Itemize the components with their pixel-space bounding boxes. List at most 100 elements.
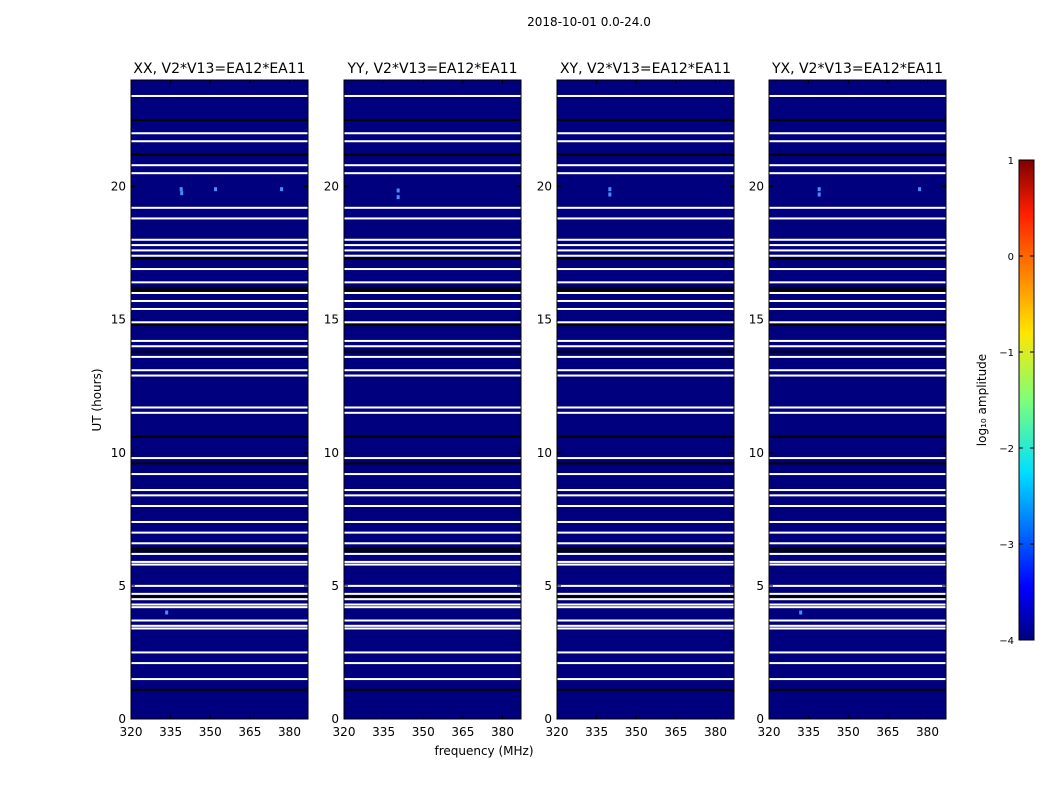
flagged-row-white — [131, 321, 308, 324]
panel-1: YY, V2*V13=EA12*EA11 320 335 350 365 380 0 5 10 1… — [324, 61, 522, 739]
flagged-row-white — [769, 321, 946, 324]
flagged-row-white — [557, 345, 734, 348]
flagged-row-white — [769, 172, 946, 175]
flagged-row-white — [344, 505, 521, 507]
flagged-row-white — [769, 249, 946, 252]
flagged-row-white — [131, 172, 308, 175]
flagged-row-black — [557, 257, 734, 260]
flagged-row-white — [131, 505, 308, 507]
flagged-row-white — [344, 592, 521, 595]
flagged-row-white — [769, 606, 946, 609]
flagged-row-black — [344, 550, 521, 553]
flagged-row-white — [769, 489, 946, 492]
flagged-row-white — [557, 206, 734, 209]
signal-spot — [179, 187, 183, 192]
flagged-row-white — [769, 624, 946, 627]
flagged-row-white — [769, 627, 946, 630]
y-tick-label: 15 — [749, 313, 764, 327]
flagged-row-white — [131, 619, 308, 622]
flagged-row-white — [769, 457, 946, 460]
flagged-row-white — [769, 244, 946, 247]
flagged-row-white — [131, 606, 308, 609]
flagged-row-white — [131, 584, 308, 587]
flagged-row-black — [769, 547, 946, 550]
flagged-row-white — [769, 345, 946, 348]
flagged-row-black — [557, 595, 734, 598]
x-tick-label: 350 — [199, 725, 222, 739]
flagged-row-black — [769, 153, 946, 156]
colorbar-gradient — [1018, 159, 1035, 641]
flagged-row-white — [557, 369, 734, 372]
flagged-row-white — [131, 603, 308, 606]
flagged-row-white — [131, 132, 308, 135]
signal-spot — [396, 195, 400, 200]
flagged-row-black — [557, 688, 734, 691]
flagged-row-white — [131, 624, 308, 627]
flagged-row-white — [557, 494, 734, 497]
colorbar-tick-label: −3 — [999, 540, 1014, 551]
flagged-row-black — [131, 286, 308, 289]
flagged-row-white — [557, 651, 734, 654]
y-tick-label: 0 — [118, 712, 126, 726]
flagged-row-white — [769, 662, 946, 665]
y-tick-label: 10 — [749, 446, 764, 460]
flagged-row-white — [769, 94, 946, 97]
signal-spot — [214, 187, 218, 192]
flagged-row-white — [769, 520, 946, 523]
flagged-row-white — [557, 374, 734, 377]
flagged-row-black — [769, 323, 946, 326]
flagged-row-white — [344, 238, 521, 241]
flagged-row-black — [769, 350, 946, 353]
flagged-row-white — [557, 552, 734, 555]
flagged-row-black — [344, 153, 521, 156]
flagged-row-white — [557, 355, 734, 358]
flagged-row-white — [344, 406, 521, 409]
panel-2: XY, V2*V13=EA12*EA11 320 335 350 365 380 0 5 10 1… — [537, 61, 735, 739]
x-tick-label: 320 — [120, 725, 143, 739]
y-tick-label: 15 — [537, 313, 552, 327]
x-tick-label: 350 — [412, 725, 435, 739]
x-tick-label: 350 — [837, 725, 860, 739]
flagged-row-black — [131, 462, 308, 465]
y-tick-label: 20 — [749, 180, 764, 194]
flagged-row-white — [131, 678, 308, 681]
flagged-row-white — [557, 281, 734, 284]
flagged-row-white — [557, 624, 734, 627]
x-tick-label: 380 — [916, 725, 939, 739]
flagged-row-white — [344, 249, 521, 252]
flagged-row-black — [131, 688, 308, 691]
flagged-row-black — [344, 289, 521, 292]
flagged-row-black — [344, 286, 521, 289]
flagged-row-white — [769, 542, 946, 545]
panel-title: XX, V2*V13=EA12*EA11 — [133, 61, 305, 77]
signal-spot — [396, 188, 400, 193]
flagged-row-black — [769, 688, 946, 691]
flagged-row-black — [131, 257, 308, 260]
flagged-row-white — [769, 406, 946, 409]
flagged-row-white — [131, 281, 308, 284]
x-tick-label: 335 — [797, 725, 820, 739]
colorbar-tick-label: −4 — [999, 636, 1014, 647]
x-tick-label: 335 — [372, 725, 395, 739]
flagged-row-white — [344, 164, 521, 167]
flagged-row-white — [557, 244, 734, 247]
flagged-row-white — [344, 598, 521, 601]
flagged-row-black — [557, 118, 734, 121]
flagged-row-white — [557, 627, 734, 630]
flagged-row-white — [131, 268, 308, 271]
flagged-row-white — [557, 94, 734, 97]
flagged-row-white — [769, 217, 946, 220]
flagged-row-white — [131, 339, 308, 342]
flagged-row-black — [131, 118, 308, 121]
flagged-row-black — [344, 435, 521, 438]
flagged-row-black — [344, 323, 521, 326]
flagged-row-white — [557, 598, 734, 601]
signal-spot — [918, 187, 922, 192]
colorbar-tick-label: 0 — [1008, 252, 1014, 263]
flagged-row-white — [769, 603, 946, 606]
flagged-row-white — [131, 598, 308, 601]
flagged-row-white — [769, 592, 946, 595]
x-tick-label: 365 — [451, 725, 474, 739]
flagged-row-white — [131, 140, 308, 143]
flagged-row-white — [131, 473, 308, 476]
